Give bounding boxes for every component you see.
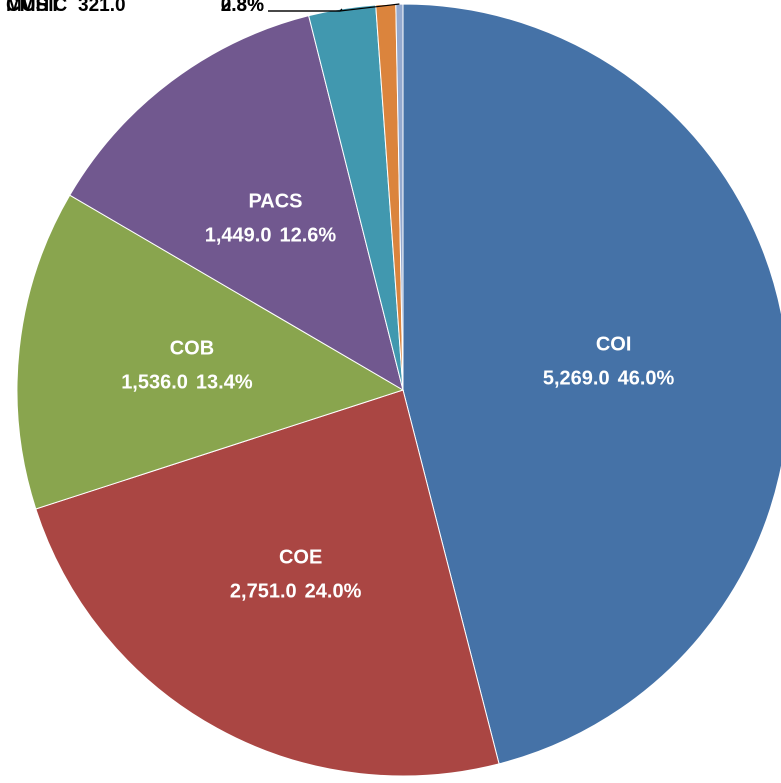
slice-percent: 13.4%: [196, 371, 253, 393]
slice-percent: 12.6%: [279, 225, 336, 247]
leader-line: [268, 3, 400, 12]
pie-slice: [16, 194, 405, 510]
slice-label: COE: [279, 546, 322, 568]
slice-value: 5,269.0: [543, 368, 610, 390]
outside-label: MUSIC: [6, 0, 68, 16]
slice-value: 1,536.0: [121, 371, 188, 393]
pie-slice: [69, 15, 404, 392]
outside-value: 321.0: [78, 0, 126, 16]
outside-percent: 0.3%: [221, 0, 264, 16]
pie-slice: [35, 389, 500, 777]
slice-label: COB: [170, 337, 214, 359]
slice-label: COI: [596, 334, 632, 356]
slice-percent: 46.0%: [618, 368, 675, 390]
slice-percent: 24.0%: [305, 580, 362, 602]
slice-value: 1,449.0: [205, 225, 272, 247]
slice-label: PACS: [248, 191, 302, 213]
slice-value: 2,751.0: [230, 580, 297, 602]
pie-slice: [402, 3, 781, 765]
outside-percent: 2.8%: [221, 0, 264, 16]
outside-label: CMHT: [6, 0, 61, 16]
